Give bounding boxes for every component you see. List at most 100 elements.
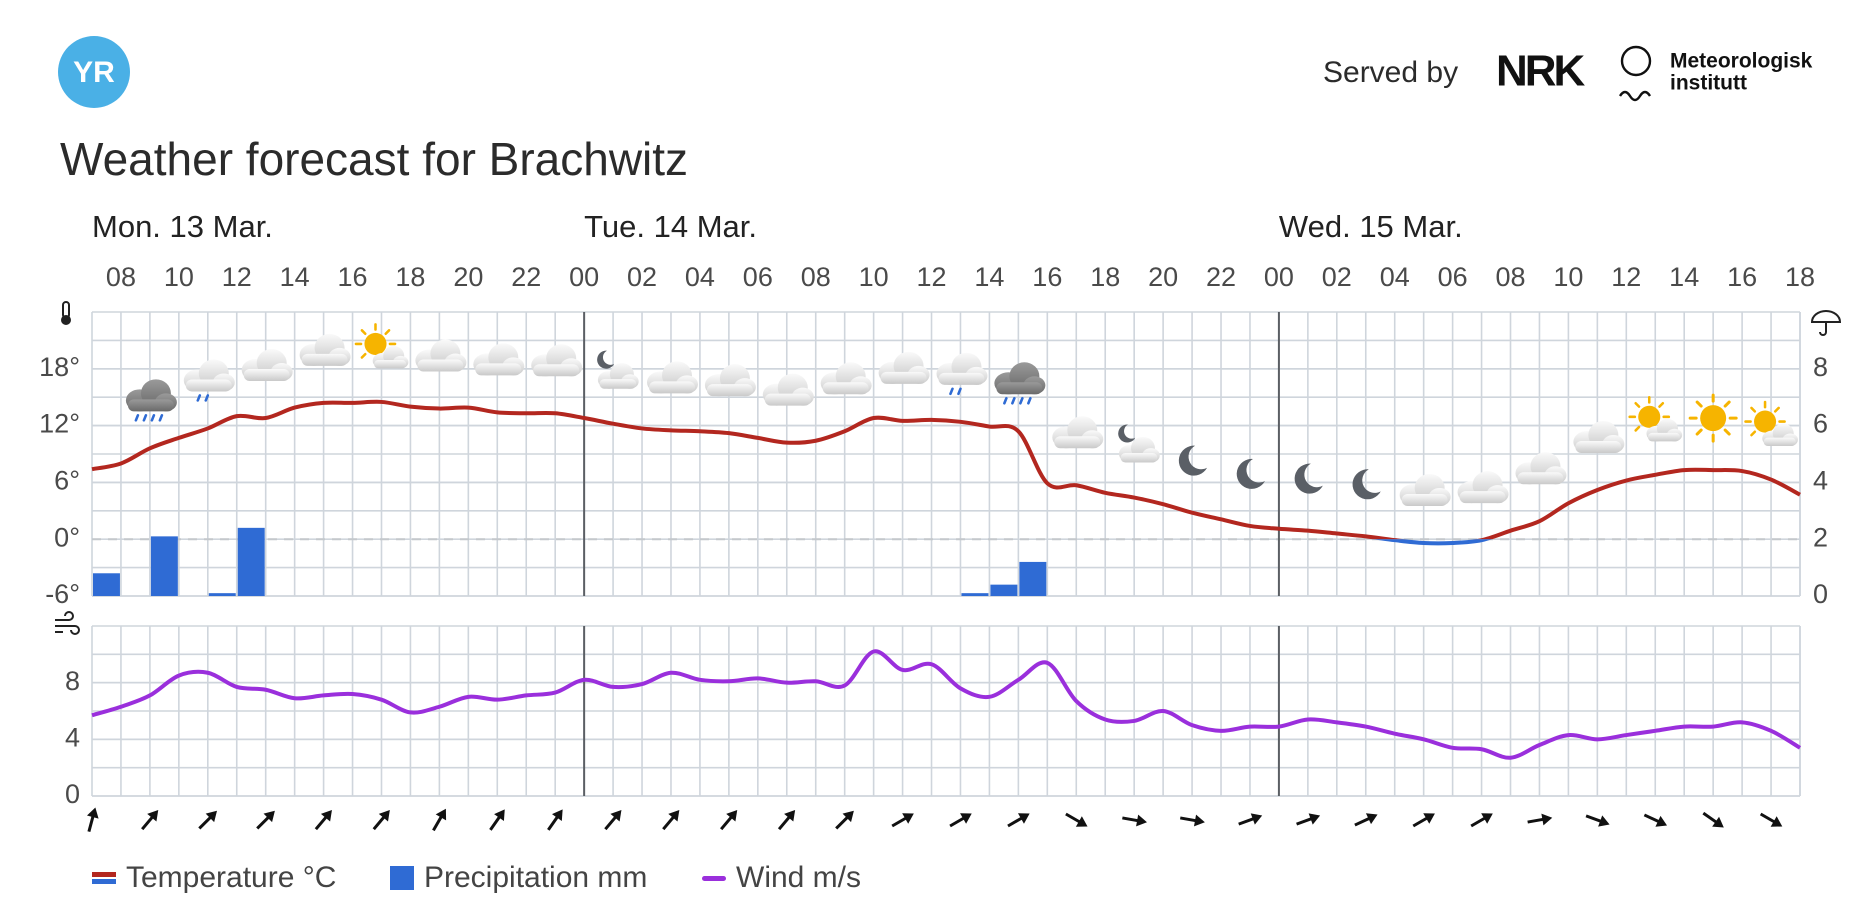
y-tick-label: 12° — [39, 409, 80, 439]
y-tick-label: -6° — [45, 579, 80, 609]
wind-arrow-head — [435, 808, 447, 821]
weather-icon — [184, 359, 235, 402]
wind-arrow-head — [494, 809, 505, 821]
x-tick-label: 08 — [801, 262, 831, 292]
wind-arrow — [141, 810, 159, 831]
wind-arrow — [1643, 813, 1668, 827]
x-tick-label: 16 — [1032, 262, 1062, 292]
icon-part — [936, 353, 987, 385]
x-tick-label: 22 — [511, 262, 541, 292]
y-tick-label: 0 — [65, 779, 80, 809]
wind-arrow-head — [1541, 813, 1553, 826]
wind-arrow-shaft — [1702, 811, 1719, 825]
weather-icon — [1458, 471, 1509, 503]
weather-icon — [763, 374, 814, 406]
x-tick-label: 14 — [1669, 262, 1699, 292]
legend-label: Temperature °C — [126, 861, 336, 894]
precipitation-bar — [990, 584, 1018, 596]
weather-icon — [473, 343, 524, 375]
wind-arrow-head — [842, 810, 854, 823]
thermometer-icon — [61, 301, 71, 325]
served-by: Served by — [1323, 56, 1458, 89]
icon-part — [821, 362, 872, 394]
wind-arrow — [1470, 813, 1493, 828]
day-label: Wed. 15 Mar. — [1279, 209, 1463, 244]
icon-part — [1003, 396, 1032, 405]
precipitation-bar — [93, 573, 120, 596]
day-label: Tue. 14 Mar. — [584, 209, 757, 244]
x-tick-label: 18 — [1090, 262, 1120, 292]
wind-arrow-head — [1136, 814, 1147, 827]
umbrella-icon — [1810, 310, 1842, 336]
wind-arrow-head — [551, 809, 563, 821]
x-tick-label: 14 — [974, 262, 1004, 292]
wind-arrow-head — [1193, 814, 1205, 827]
wind-arrow-head — [902, 813, 914, 824]
wind-arrow-head — [378, 810, 390, 822]
weather-icon — [1352, 469, 1381, 500]
wind-arrow — [1296, 813, 1321, 826]
wind-arrow — [256, 810, 275, 830]
icon-part — [1352, 469, 1381, 500]
wind-arrow-shaft — [1759, 812, 1777, 825]
nrk-logo[interactable]: NRK — [1496, 47, 1589, 96]
yr-logo-text: YR — [73, 56, 115, 89]
wind-arrow — [662, 810, 680, 831]
wind-arrow-head — [1250, 813, 1263, 825]
y-tick-label: 8 — [65, 666, 80, 696]
legend-swatch-temp — [92, 879, 116, 884]
wind-arrow — [777, 810, 796, 831]
precipitation-bar — [150, 536, 178, 596]
x-tick-label: 16 — [338, 262, 368, 292]
y2-tick-label: 6 — [1813, 409, 1828, 439]
wind-arrow — [372, 810, 390, 831]
x-tick-label: 10 — [1553, 262, 1583, 292]
icon-part — [473, 343, 524, 375]
wind-icon — [55, 611, 80, 635]
wind-arrow-shaft — [547, 814, 560, 831]
wind-arrow-head — [610, 810, 622, 822]
icon-part — [1458, 471, 1509, 503]
wind-arrow-head — [1770, 816, 1783, 827]
wind-arrow-shaft — [1643, 813, 1662, 824]
wind-arrow-head — [1712, 816, 1724, 828]
wind-arrow — [949, 813, 972, 828]
legend-swatch-wind — [702, 876, 726, 881]
y2-tick-label: 0 — [1813, 579, 1828, 609]
temperature-line — [91, 399, 1801, 540]
legend-swatch-precip — [390, 866, 414, 890]
icon-part — [1515, 452, 1566, 484]
icon-part — [949, 387, 962, 396]
x-tick-label: 12 — [1611, 262, 1641, 292]
wind-arrow-head — [1655, 815, 1668, 827]
weather-icon — [242, 349, 293, 381]
wind-arrow — [432, 808, 447, 832]
x-tick-label: 20 — [453, 262, 483, 292]
x-tick-label: 10 — [859, 262, 889, 292]
legend-label: Wind m/s — [736, 861, 861, 894]
icon-part — [531, 344, 582, 376]
wind-arrow — [1354, 813, 1378, 827]
wind-arrow — [1238, 813, 1263, 826]
wind-arrow-head — [1017, 813, 1030, 824]
wind-arrow-head — [1308, 813, 1321, 825]
page-title: Weather forecast for Brachwitz — [60, 133, 688, 185]
met-logo[interactable] — [1620, 45, 1652, 77]
weather-icon — [821, 362, 872, 394]
icon-part — [242, 349, 293, 381]
weather-icon — [1515, 452, 1566, 484]
y-tick-label: 4 — [65, 722, 80, 752]
x-tick-label: 08 — [106, 262, 136, 292]
wind-arrow — [604, 810, 622, 831]
x-tick-label: 20 — [1148, 262, 1178, 292]
wind-arrow — [1412, 813, 1435, 828]
x-tick-label: 02 — [627, 262, 657, 292]
legend: Temperature °C Precipitation mm Wind m/s — [92, 861, 861, 894]
wind-arrow-head — [668, 810, 680, 822]
x-tick-label: 12 — [917, 262, 947, 292]
weather-icon — [1178, 445, 1208, 476]
yr-logo[interactable] — [58, 36, 130, 108]
y2-tick-label: 4 — [1813, 466, 1828, 496]
weather-icon — [1400, 474, 1451, 506]
